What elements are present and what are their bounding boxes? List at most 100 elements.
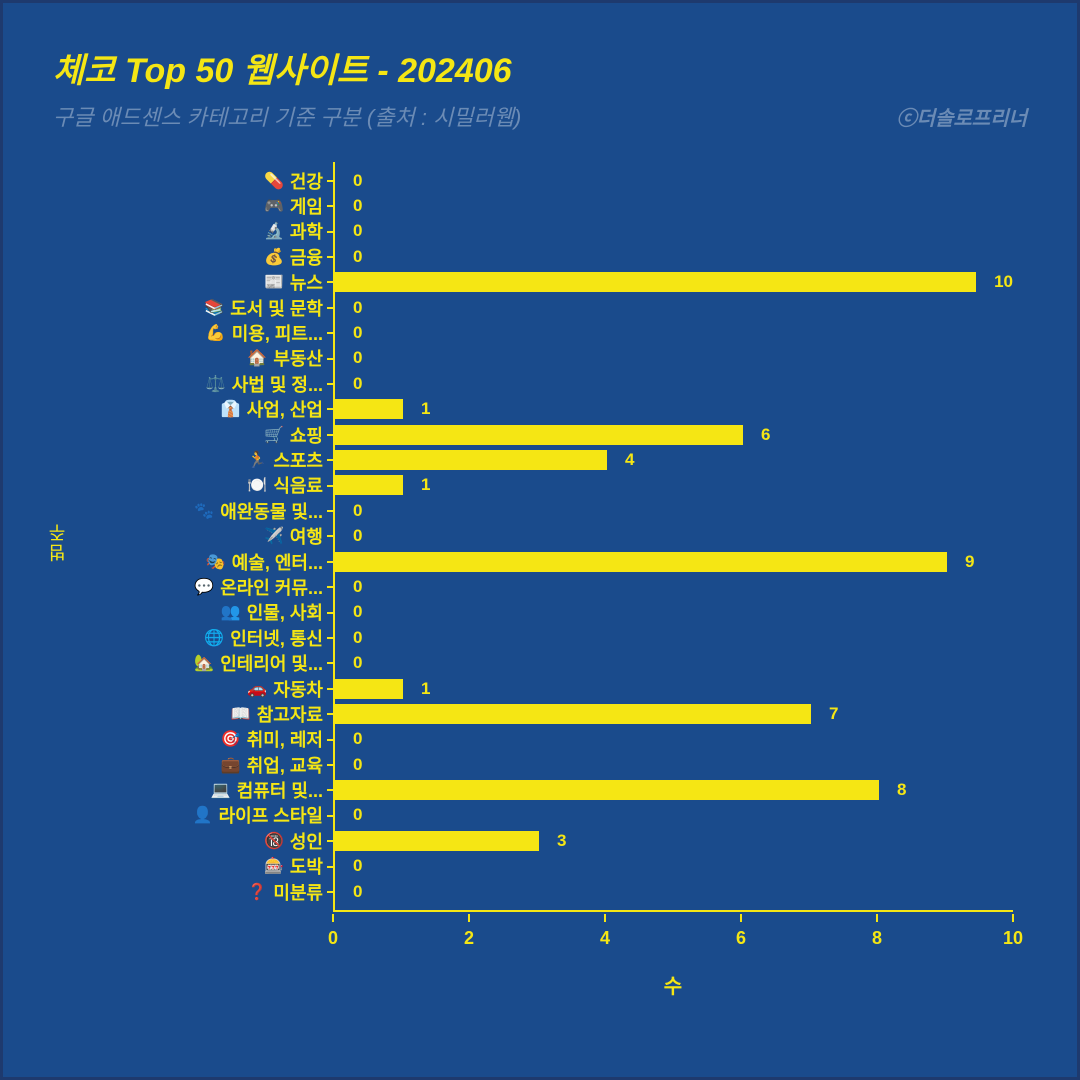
bar-row: 0 [335, 879, 1013, 904]
category-icon: 💻 [211, 780, 231, 800]
x-ticks: 0246810 [333, 914, 1013, 954]
y-tick [327, 256, 335, 258]
bar-row: 0 [335, 346, 1013, 371]
category-label: ✈️ 여행 [53, 523, 323, 548]
tick-label: 4 [600, 928, 610, 949]
category-label: 💰금융 [53, 244, 323, 269]
category-text: 식음료 [273, 472, 323, 498]
bar-value: 0 [353, 171, 362, 191]
bar-value: 7 [829, 704, 838, 724]
category-label: 🚗자동차 [53, 676, 323, 701]
category-text: 부동산 [273, 345, 323, 371]
bar-value: 0 [353, 298, 362, 318]
bar-value: 0 [353, 577, 362, 597]
y-tick [327, 485, 335, 487]
y-tick [327, 866, 335, 868]
category-label: 🎯 취미, 레저 [53, 727, 323, 752]
bar-row: 0 [335, 854, 1013, 879]
bar-row: 0 [335, 752, 1013, 777]
bar-value: 0 [353, 628, 362, 648]
category-icon: 🎭 [206, 552, 226, 572]
category-text: 사법 및 정... [232, 371, 323, 397]
y-tick [327, 408, 335, 410]
bar-value: 0 [353, 882, 362, 902]
category-label: 🛒 쇼핑 [53, 422, 323, 447]
y-tick [327, 434, 335, 436]
category-icon: ✈️ [264, 526, 284, 546]
bar-row: 6 [335, 422, 1013, 447]
y-tick [327, 739, 335, 741]
bar [335, 399, 403, 419]
category-label: 🏃스포츠 [53, 447, 323, 472]
category-icon: 📚 [204, 298, 224, 318]
bar-row: 0 [335, 574, 1013, 599]
category-icon: 🛒 [264, 425, 284, 445]
category-icon: 💰 [264, 247, 284, 267]
category-label: 🔬과학 [53, 219, 323, 244]
category-text: 미분류 [273, 879, 323, 905]
category-label: 💻컴퓨터 및... [53, 777, 323, 802]
category-label: 👤라이프 스타일 [53, 803, 323, 828]
category-label: 🏠부동산 [53, 346, 323, 371]
tick-label: 8 [872, 928, 882, 949]
bar [335, 780, 879, 800]
bar-row: 0 [335, 295, 1013, 320]
x-tick: 0 [328, 914, 338, 949]
category-icon: 🍽️ [247, 475, 267, 495]
bar-value: 0 [353, 526, 362, 546]
category-text: 취미, 레저 [247, 726, 323, 752]
category-icon: 💪 [206, 323, 226, 343]
y-tick [327, 713, 335, 715]
bar-value: 0 [353, 653, 362, 673]
y-tick [327, 205, 335, 207]
category-icon: 💊 [264, 171, 284, 191]
bar-row: 0 [335, 600, 1013, 625]
y-tick [327, 840, 335, 842]
y-tick [327, 637, 335, 639]
category-label: 👥인물, 사회 [53, 600, 323, 625]
tick-mark [740, 914, 742, 922]
y-tick [327, 789, 335, 791]
category-icon: ❓ [247, 882, 267, 902]
category-text: 성인 [290, 828, 323, 854]
category-text: 여행 [290, 523, 323, 549]
category-icon: 📰 [264, 272, 284, 292]
bar-value: 1 [421, 475, 430, 495]
bar-row: 0 [335, 625, 1013, 650]
bar-row: 0 [335, 650, 1013, 675]
bar-row: 1 [335, 676, 1013, 701]
category-label: 👔사업, 산업 [53, 397, 323, 422]
tick-label: 10 [1003, 928, 1023, 949]
tick-label: 0 [328, 928, 338, 949]
category-label: 🌐인터넷, 통신 [53, 625, 323, 650]
bar-value: 0 [353, 374, 362, 394]
y-tick [327, 459, 335, 461]
tick-label: 6 [736, 928, 746, 949]
bar-value: 6 [761, 425, 770, 445]
bars-container: 000010000016410090000170080300 [335, 168, 1013, 904]
category-label: 💊 건강 [53, 168, 323, 193]
x-tick: 4 [600, 914, 610, 949]
category-icon: 💬 [194, 577, 214, 597]
category-text: 쇼핑 [290, 422, 323, 448]
y-tick [327, 510, 335, 512]
bar-value: 0 [353, 247, 362, 267]
y-tick [327, 586, 335, 588]
category-label: 💼취업, 교육 [53, 752, 323, 777]
bar-row: 8 [335, 777, 1013, 802]
category-text: 건강 [290, 168, 323, 194]
category-label: 🎭예술, 엔터... [53, 549, 323, 574]
bar-value: 0 [353, 323, 362, 343]
category-text: 취업, 교육 [247, 752, 323, 778]
y-tick [327, 281, 335, 283]
x-tick: 6 [736, 914, 746, 949]
category-text: 도서 및 문학 [230, 295, 323, 321]
category-label: 🐾애완동물 및... [53, 498, 323, 523]
bar-row: 1 [335, 397, 1013, 422]
x-tick: 10 [1003, 914, 1023, 949]
category-text: 인테리어 및... [220, 650, 323, 676]
bar-value: 1 [421, 399, 430, 419]
category-icon: 🎯 [221, 729, 241, 749]
tick-mark [332, 914, 334, 922]
bar-row: 9 [335, 549, 1013, 574]
